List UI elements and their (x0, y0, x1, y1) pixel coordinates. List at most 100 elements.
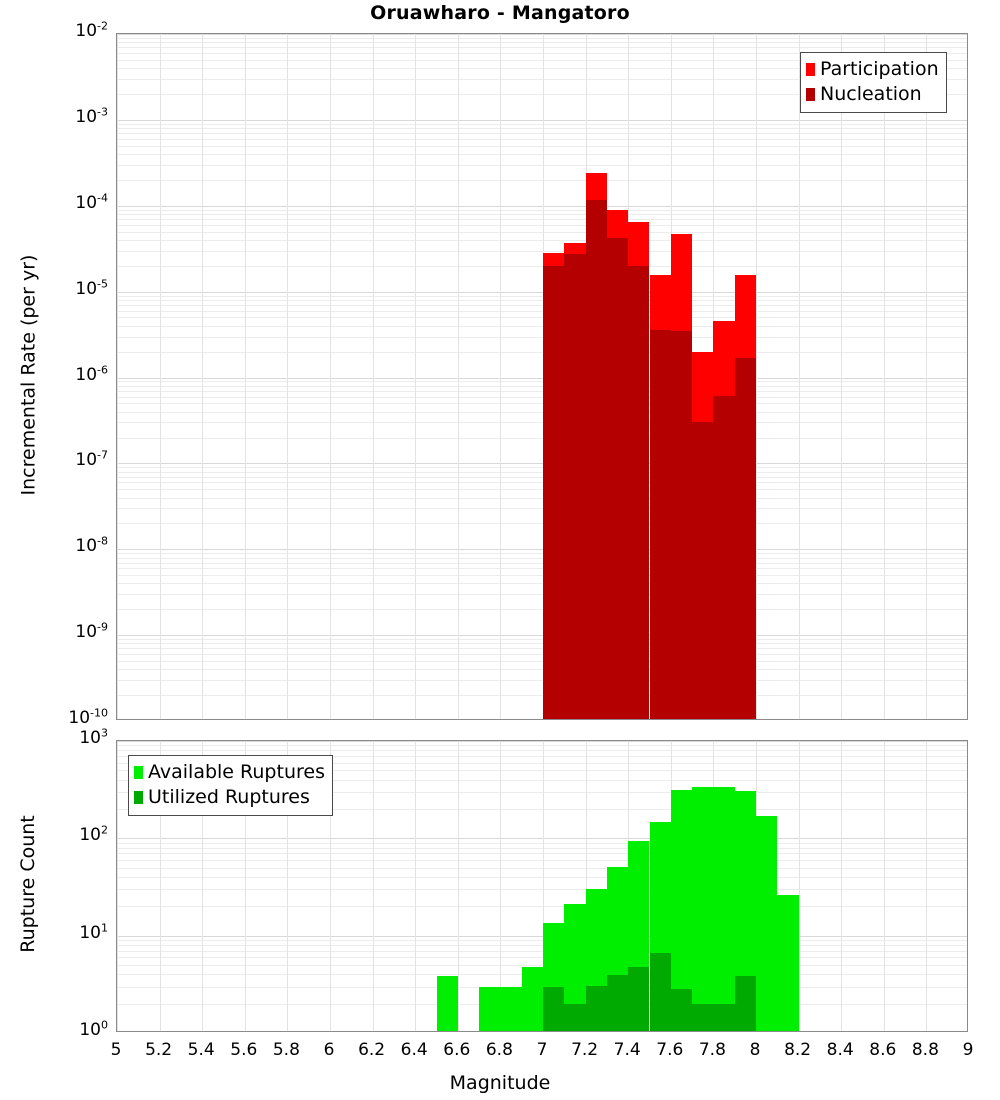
bottom-panel-legend-item[interactable]: Utilized Ruptures (134, 785, 325, 810)
top-panel-y-tick: 10-4 (75, 191, 108, 213)
gridline-minor (117, 165, 967, 166)
x-tick-label: 7.6 (656, 1040, 684, 1060)
gridline-minor (117, 848, 967, 849)
bottom-panel-y-tick: 101 (79, 921, 108, 943)
gridline-minor (117, 225, 967, 226)
bar-segment-nucleation (543, 265, 565, 719)
gridline-vertical (841, 34, 842, 719)
gridline-major (117, 838, 967, 839)
gridline-minor (117, 232, 967, 233)
gridline-vertical (330, 741, 331, 1031)
gridline-minor (117, 60, 967, 61)
gridline-minor (117, 906, 967, 907)
bar-segment-nucleation (649, 329, 671, 719)
gridline-minor (117, 860, 967, 861)
x-axis-label: Magnitude (449, 1072, 551, 1094)
gridline-minor (117, 563, 967, 564)
gridline-vertical (202, 34, 203, 719)
bar-segment-available-ruptures (521, 966, 543, 1031)
x-tick-label: 5.2 (145, 1040, 173, 1060)
gridline-minor (117, 214, 967, 215)
bar-segment-available-ruptures (777, 894, 799, 1031)
bar-segment-utilized-ruptures (606, 974, 629, 1031)
x-tick-label: 8.4 (826, 1040, 854, 1060)
bar-segment-available-ruptures (479, 987, 501, 1031)
x-tick-label: 8.2 (784, 1040, 812, 1060)
bar-segment-utilized-ruptures (585, 986, 607, 1031)
gridline-major (117, 206, 967, 207)
gridline-minor (117, 965, 967, 966)
gridline-minor (117, 397, 967, 398)
gridline-minor (117, 609, 967, 610)
gridline-minor (117, 648, 967, 649)
gridline-minor (117, 680, 967, 681)
top-panel-y-tick: 10-7 (75, 448, 108, 471)
gridline-minor (117, 296, 967, 297)
gridline-minor (117, 311, 967, 312)
bottom-panel-legend[interactable]: Available Ruptures Utilized Ruptures (128, 755, 333, 816)
gridline-major (117, 635, 967, 636)
top-panel-plot-area (116, 33, 968, 720)
bar-segment-available-ruptures (756, 816, 778, 1031)
bottom-panel-legend-item[interactable]: Available Ruptures (134, 760, 325, 785)
gridline-vertical (245, 34, 246, 719)
gridline-minor (117, 669, 967, 670)
bar-segment-utilized-ruptures (628, 966, 650, 1031)
gridline-vertical (926, 741, 927, 1031)
gridline-vertical (586, 741, 587, 1031)
gridline-vertical (117, 34, 118, 719)
gridline-vertical (543, 741, 544, 1031)
bar-segment-nucleation (692, 421, 714, 719)
gridline-minor (117, 643, 967, 644)
gridline-major (117, 292, 967, 293)
x-tick-label: 8.6 (869, 1040, 897, 1060)
gridline-major (117, 34, 967, 35)
gridline-minor (117, 745, 967, 746)
bar-segment-utilized-ruptures (670, 989, 693, 1031)
bar-segment-available-ruptures (564, 904, 586, 1031)
bar-segment-available-ruptures (500, 987, 522, 1031)
gridline-vertical (330, 34, 331, 719)
gridline-minor (117, 305, 967, 306)
x-tick-label: 6.6 (443, 1040, 471, 1060)
top-panel-y-tick: 10-2 (75, 19, 108, 41)
gridline-minor (117, 489, 967, 490)
gridline-minor (117, 868, 967, 869)
gridline-minor (117, 139, 967, 140)
gridline-minor (117, 337, 967, 338)
gridline-minor (117, 386, 967, 387)
gridline-minor (117, 477, 967, 478)
gridline-minor (117, 594, 967, 595)
top-panel-legend[interactable]: Participation Nucleation (800, 52, 947, 113)
legend-swatch-utilized-icon (134, 791, 143, 804)
top-panel-legend-item[interactable]: Nucleation (806, 82, 939, 107)
gridline-minor (117, 957, 967, 958)
bottom-panel-y-axis-label: Rupture Count (17, 815, 39, 953)
gridline-vertical (287, 741, 288, 1031)
gridline-minor (117, 877, 967, 878)
gridline-minor (117, 180, 967, 181)
gridline-vertical (458, 741, 459, 1031)
gridline-minor (117, 853, 967, 854)
gridline-minor (117, 508, 967, 509)
gridline-minor (117, 654, 967, 655)
legend-swatch-available-icon (134, 766, 143, 779)
x-tick-label: 6.8 (485, 1040, 513, 1060)
gridline-vertical (245, 741, 246, 1031)
gridline-minor (117, 412, 967, 413)
x-tick-label: 6 (323, 1040, 335, 1060)
gridline-vertical (500, 741, 501, 1031)
bar-segment-nucleation (670, 330, 693, 719)
gridline-minor (117, 482, 967, 483)
gridline-minor (117, 68, 967, 69)
gridline-vertical (415, 34, 416, 719)
top-panel-legend-item[interactable]: Participation (806, 57, 939, 82)
gridline-minor (117, 568, 967, 569)
gridline-minor (117, 792, 967, 793)
gridline-minor (117, 381, 967, 382)
legend-label: Nucleation (820, 83, 922, 105)
bar-segment-nucleation (734, 357, 756, 719)
top-panel-y-tick: 10-9 (75, 620, 108, 643)
gridline-minor (117, 391, 967, 392)
x-tick-label: 7.4 (613, 1040, 641, 1060)
